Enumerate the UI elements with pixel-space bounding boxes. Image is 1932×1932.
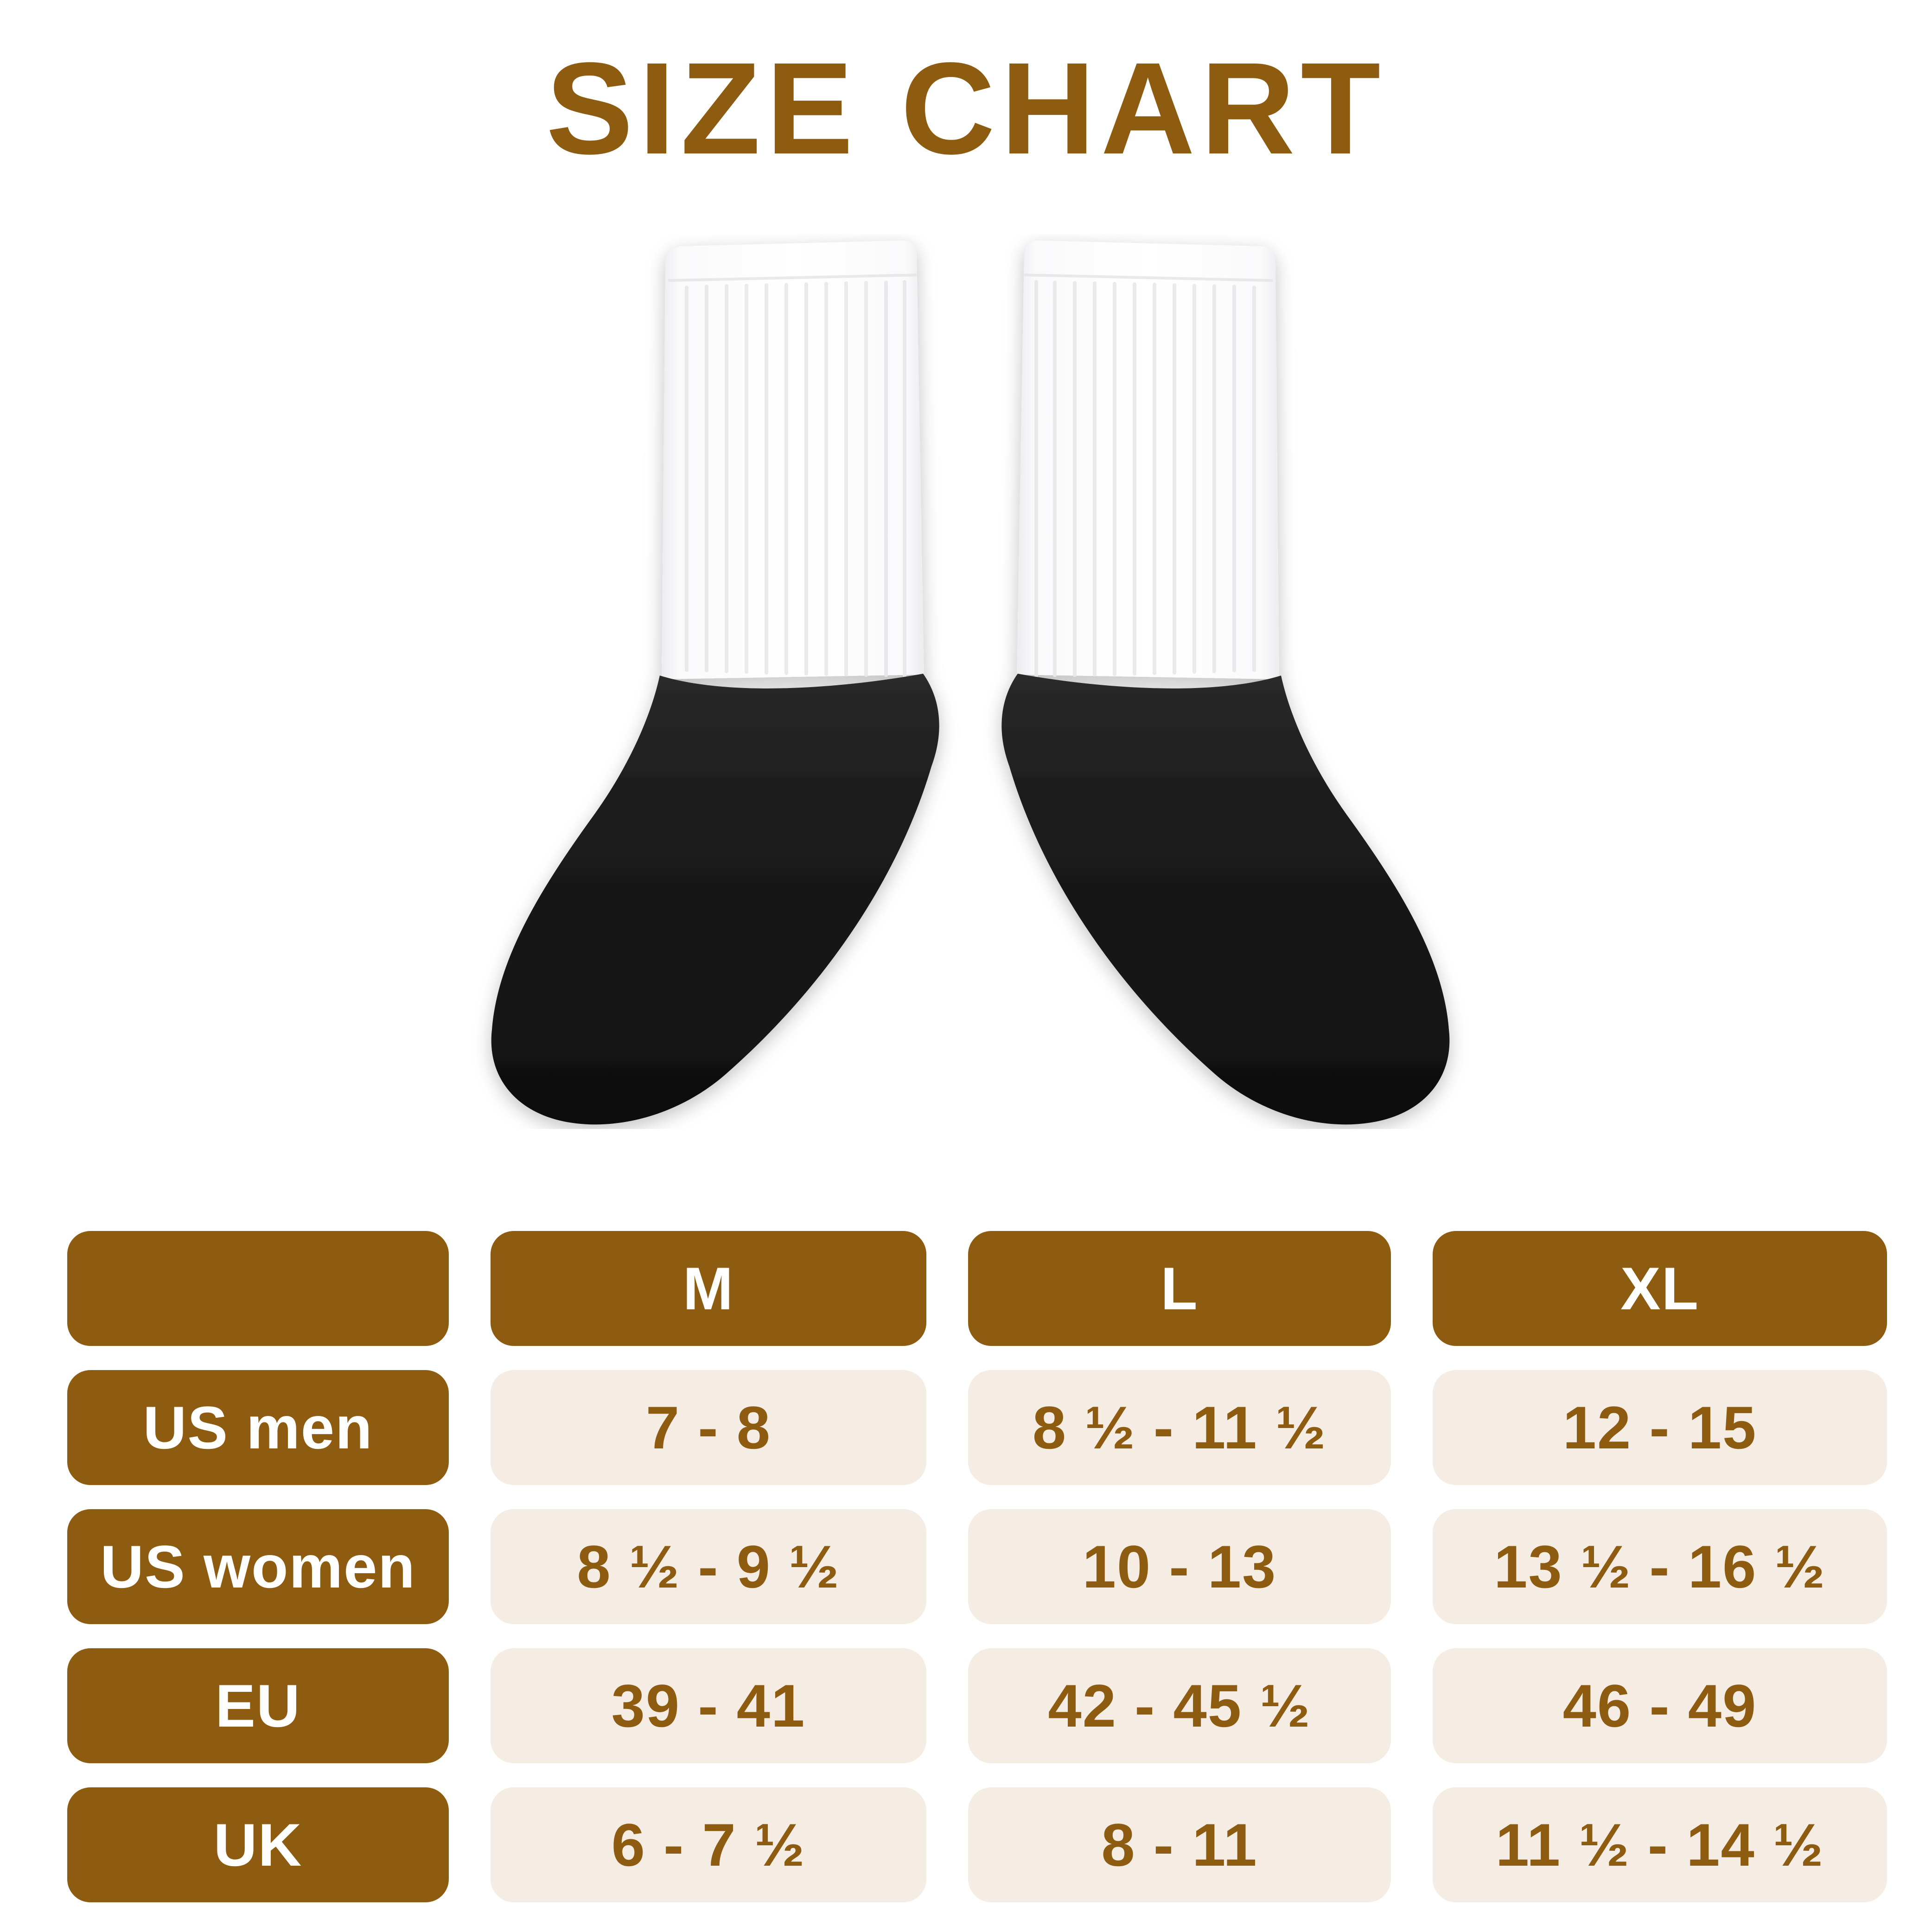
size-value-us-women-m: 8 ½ - 9 ½ (491, 1509, 926, 1624)
row-label-us-women: US women (67, 1509, 449, 1624)
size-value-eu-m: 39 - 41 (491, 1648, 926, 1763)
row-label-uk: UK (67, 1787, 449, 1902)
socks-illustration (465, 234, 1476, 1129)
right-sock (1001, 241, 1449, 1124)
sock-pair-graphic (465, 234, 1476, 1129)
row-label-eu: EU (67, 1648, 449, 1763)
row-label-us-men: US men (67, 1370, 449, 1485)
size-value-uk-m: 6 - 7 ½ (491, 1787, 926, 1902)
size-table: M L XL US men 7 - 8 8 ½ - 11 ½ 12 - 15 U… (67, 1231, 1887, 1902)
size-value-uk-xl: 11 ½ - 14 ½ (1433, 1787, 1887, 1902)
page-title: SIZE CHART (546, 35, 1386, 181)
size-value-uk-l: 8 - 11 (968, 1787, 1391, 1902)
table-corner-cell (67, 1231, 449, 1346)
size-column-header-m: M (491, 1231, 926, 1346)
size-value-us-men-xl: 12 - 15 (1433, 1370, 1887, 1485)
size-column-header-l: L (968, 1231, 1391, 1346)
size-value-us-men-l: 8 ½ - 11 ½ (968, 1370, 1391, 1485)
size-value-eu-xl: 46 - 49 (1433, 1648, 1887, 1763)
size-value-us-women-l: 10 - 13 (968, 1509, 1391, 1624)
left-sock (491, 241, 939, 1124)
size-column-header-xl: XL (1433, 1231, 1887, 1346)
size-value-us-men-m: 7 - 8 (491, 1370, 926, 1485)
size-value-eu-l: 42 - 45 ½ (968, 1648, 1391, 1763)
size-value-us-women-xl: 13 ½ - 16 ½ (1433, 1509, 1887, 1624)
